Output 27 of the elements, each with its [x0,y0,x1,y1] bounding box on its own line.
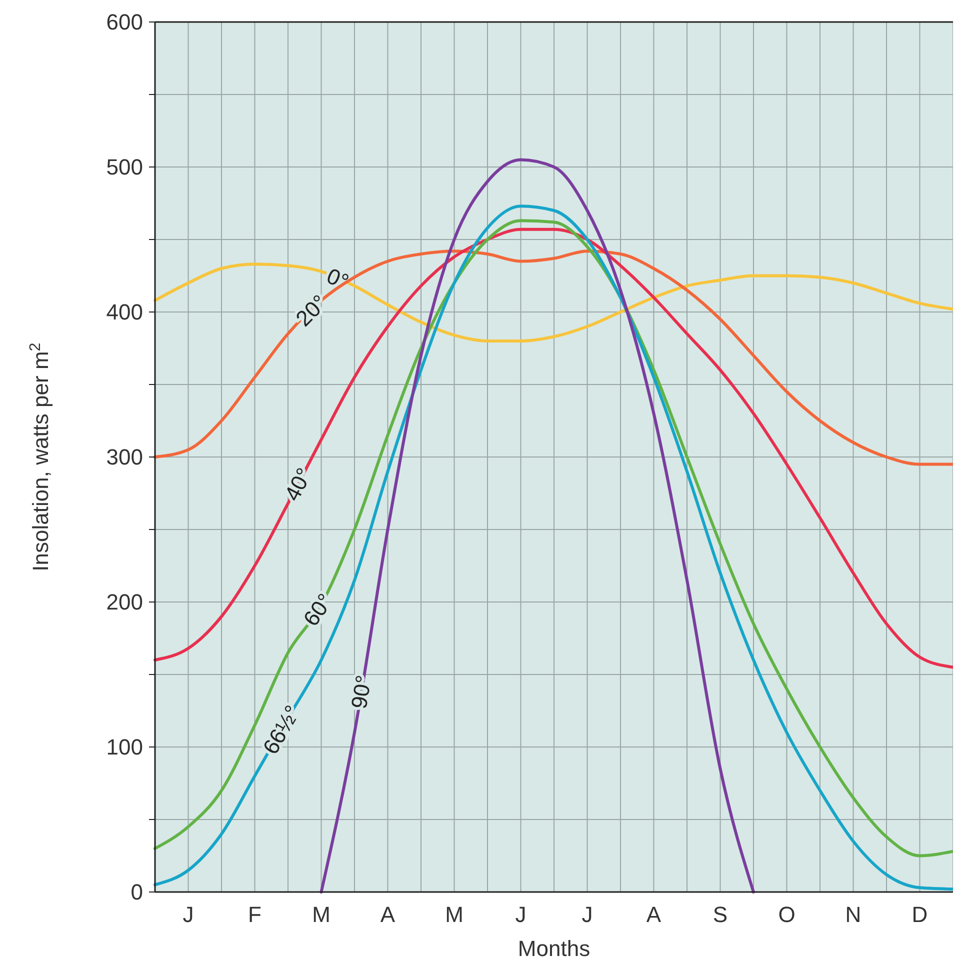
y-tick-label: 200 [106,590,143,615]
line-series [154,250,953,466]
y-tick-label: 100 [106,734,143,760]
x-tick-label: J [515,902,526,927]
x-tick-label: M [312,902,330,927]
x-tick-label: F [248,902,262,927]
x-axis-title: Months [518,936,590,961]
x-tick-label: J [582,902,593,927]
line-series [154,262,953,342]
text: 60° [298,589,338,631]
y-tick-label: 600 [106,10,143,35]
x-tick-label: N [845,902,862,927]
x-tick-label: A [380,902,396,927]
x-tick-label: S [712,902,728,927]
x-tick-label: O [778,902,796,927]
text: 40° [279,464,317,505]
y-tick-label: 300 [106,444,143,470]
y-tick-label: 0 [130,880,143,905]
x-tick-label: A [646,902,662,927]
text: 90° [346,673,376,710]
line-series [154,228,953,669]
x-tick-label: J [182,902,194,927]
y-tick-label: 500 [106,154,143,180]
y-tick-label: 400 [106,300,143,325]
x-tick-label: M [445,902,464,927]
text: 66½° [258,701,306,758]
x-tick-label: D [912,902,928,927]
